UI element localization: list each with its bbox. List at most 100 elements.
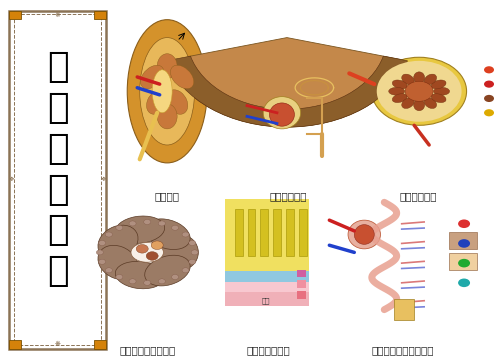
Circle shape — [377, 61, 462, 122]
Circle shape — [146, 252, 158, 260]
Circle shape — [129, 221, 136, 226]
Text: ❖: ❖ — [8, 178, 14, 182]
Bar — [273, 209, 281, 256]
Circle shape — [189, 241, 196, 246]
Ellipse shape — [431, 80, 446, 89]
Ellipse shape — [171, 65, 194, 89]
Ellipse shape — [157, 54, 177, 79]
Ellipse shape — [152, 70, 172, 113]
Text: ❋: ❋ — [55, 342, 60, 347]
Text: 肾
脏
病
理
图
谱: 肾 脏 病 理 图 谱 — [47, 50, 68, 288]
Ellipse shape — [161, 234, 198, 270]
Ellipse shape — [392, 94, 407, 103]
Circle shape — [172, 275, 179, 280]
Ellipse shape — [145, 219, 190, 250]
Text: 肾脏切面: 肾脏切面 — [155, 192, 180, 202]
Circle shape — [484, 95, 494, 102]
Circle shape — [116, 275, 123, 280]
Circle shape — [116, 225, 123, 230]
Bar — [286, 209, 294, 256]
Ellipse shape — [414, 99, 425, 111]
Circle shape — [191, 250, 198, 255]
Ellipse shape — [402, 74, 414, 85]
Ellipse shape — [389, 87, 405, 95]
Circle shape — [158, 221, 165, 226]
Bar — [94, 340, 106, 349]
Ellipse shape — [141, 65, 164, 89]
Ellipse shape — [348, 220, 381, 249]
Circle shape — [189, 259, 196, 264]
Bar — [449, 232, 477, 249]
Circle shape — [484, 109, 494, 116]
Text: 肾脏功能单位: 肾脏功能单位 — [269, 192, 307, 202]
Circle shape — [484, 81, 494, 88]
Text: 肾小球段切面模拟图: 肾小球段切面模拟图 — [119, 345, 175, 355]
Circle shape — [105, 232, 112, 237]
Ellipse shape — [424, 98, 437, 108]
Ellipse shape — [269, 103, 294, 126]
Circle shape — [105, 268, 112, 273]
Bar — [9, 340, 21, 349]
Circle shape — [151, 241, 163, 250]
Text: 窦孔: 窦孔 — [262, 297, 270, 304]
Ellipse shape — [263, 97, 300, 129]
Circle shape — [458, 239, 470, 248]
Ellipse shape — [127, 20, 207, 163]
Text: 肾小球模拟图: 肾小球模拟图 — [399, 192, 437, 202]
Circle shape — [172, 225, 179, 230]
Circle shape — [458, 259, 470, 267]
Text: ❖: ❖ — [101, 178, 107, 182]
Ellipse shape — [157, 104, 177, 129]
Bar — [248, 209, 255, 256]
Bar — [449, 253, 477, 270]
Ellipse shape — [115, 216, 165, 243]
FancyBboxPatch shape — [9, 11, 106, 349]
Text: 肾小管的重吸收模拟图: 肾小管的重吸收模拟图 — [372, 345, 435, 355]
Circle shape — [96, 250, 103, 255]
Ellipse shape — [98, 225, 138, 260]
Text: 肾小球滤过屏障: 肾小球滤过屏障 — [247, 345, 290, 355]
Bar — [394, 299, 414, 320]
Bar — [297, 280, 306, 288]
Circle shape — [372, 57, 467, 125]
Circle shape — [458, 219, 470, 228]
Ellipse shape — [402, 98, 414, 108]
Circle shape — [182, 232, 189, 237]
Bar — [260, 209, 268, 256]
Ellipse shape — [147, 90, 168, 114]
Bar — [9, 11, 21, 19]
Bar — [297, 291, 306, 299]
Ellipse shape — [392, 80, 407, 89]
Ellipse shape — [131, 243, 163, 262]
Circle shape — [158, 279, 165, 284]
Bar — [225, 282, 309, 292]
Wedge shape — [167, 38, 407, 127]
Ellipse shape — [424, 74, 437, 85]
Circle shape — [458, 279, 470, 287]
Bar — [235, 209, 243, 256]
Circle shape — [99, 259, 106, 264]
Ellipse shape — [431, 94, 446, 103]
Bar — [225, 292, 309, 306]
Ellipse shape — [167, 90, 188, 114]
Ellipse shape — [354, 225, 374, 244]
Ellipse shape — [145, 255, 190, 286]
Text: ❋: ❋ — [55, 13, 60, 18]
Bar — [94, 11, 106, 19]
Ellipse shape — [98, 245, 138, 280]
Circle shape — [484, 66, 494, 73]
Circle shape — [99, 241, 106, 246]
Circle shape — [144, 280, 151, 285]
Bar — [299, 209, 307, 256]
Circle shape — [144, 219, 151, 224]
Ellipse shape — [434, 87, 450, 95]
Bar — [297, 270, 306, 277]
Ellipse shape — [115, 261, 165, 289]
Ellipse shape — [140, 38, 195, 145]
Circle shape — [136, 245, 148, 253]
Wedge shape — [167, 56, 407, 127]
Circle shape — [405, 81, 433, 101]
Circle shape — [182, 268, 189, 273]
Ellipse shape — [414, 72, 425, 83]
Bar — [225, 271, 309, 282]
